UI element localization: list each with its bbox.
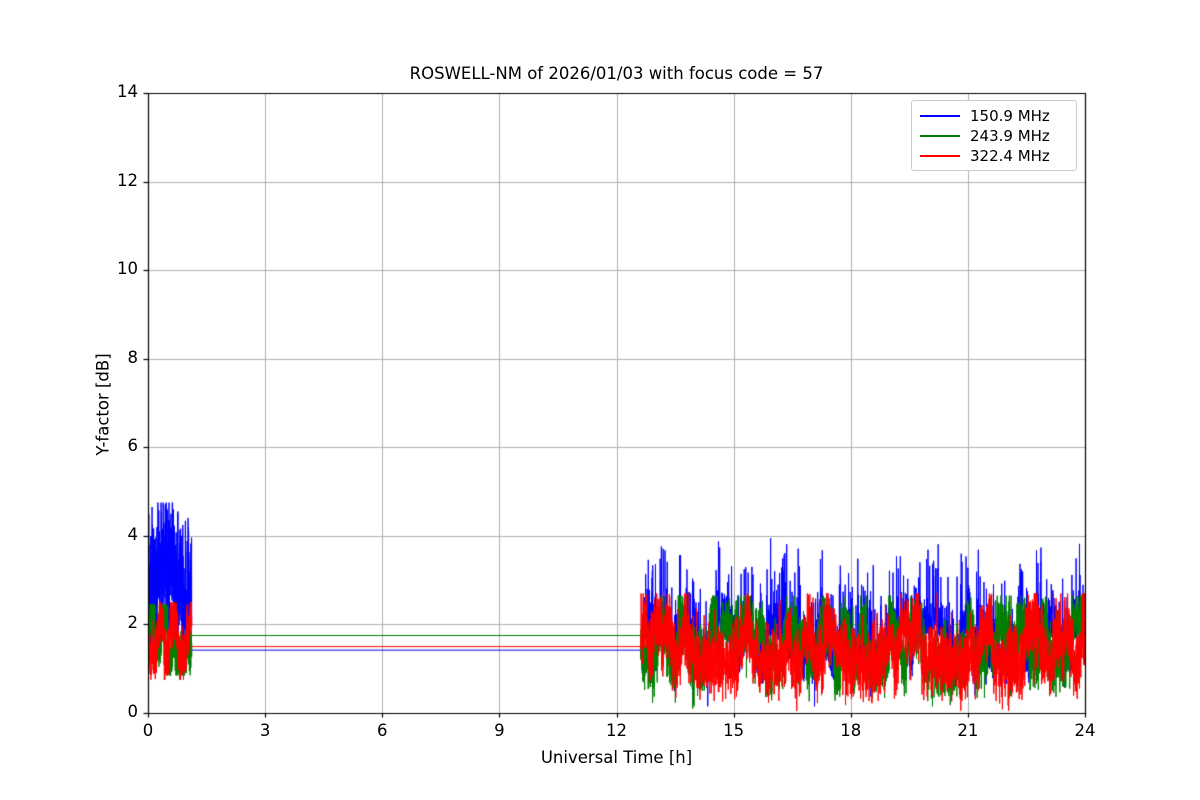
legend-label: 322.4 MHz [970, 147, 1050, 165]
x-tick-label: 21 [957, 721, 979, 740]
y-tick-label: 10 [117, 259, 138, 279]
x-tick-label: 0 [142, 721, 154, 740]
y-axis-label: Y-factor [dB] [93, 353, 113, 456]
y-tick-label: 0 [127, 702, 139, 721]
y-tick-label: 14 [117, 82, 138, 101]
legend-color-swatch [920, 115, 960, 117]
legend-color-swatch [920, 155, 960, 157]
legend[interactable]: 150.9 MHz 243.9 MHz 322.4 MHz [911, 100, 1077, 171]
legend-label: 243.9 MHz [970, 127, 1050, 145]
y-tick-label: 12 [117, 170, 138, 190]
x-tick-label: 12 [606, 721, 627, 740]
x-tick-label: 3 [259, 721, 271, 740]
x-tick-label: 18 [840, 721, 862, 740]
legend-item[interactable]: 322.4 MHz [920, 146, 1068, 166]
y-tick-label: 4 [127, 524, 139, 544]
x-tick-label: 6 [377, 721, 388, 740]
x-axis-label: Universal Time [h] [540, 748, 693, 767]
x-tick-label: 24 [1074, 721, 1096, 740]
x-tick-label: 9 [494, 721, 505, 740]
legend-item[interactable]: 150.9 MHz [920, 106, 1068, 126]
y-tick-label: 8 [127, 347, 139, 367]
page-title: ROSWELL-NM of 2026/01/03 with focus code… [409, 64, 824, 83]
legend-label: 150.9 MHz [970, 107, 1050, 125]
y-tick-label: 6 [127, 436, 139, 456]
y-tick-label: 2 [127, 613, 139, 633]
legend-item[interactable]: 243.9 MHz [920, 126, 1068, 146]
x-tick-label: 15 [723, 721, 745, 740]
legend-color-swatch [920, 135, 960, 137]
